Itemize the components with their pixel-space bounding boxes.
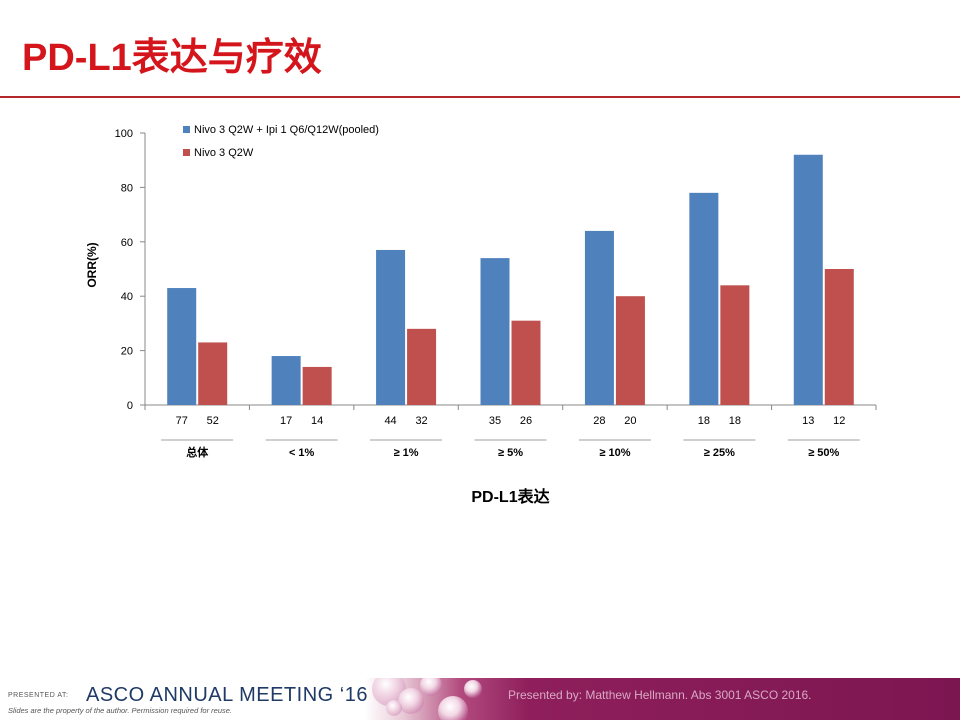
meeting-name: ASCO ANNUAL MEETING ‘16 [86,684,368,706]
slide-title: PD-L1表达与疗效 [22,37,322,79]
bar-mono [824,269,854,405]
category-label: ≥ 5% [498,447,523,459]
title-divider [0,96,960,98]
legend-swatch [183,149,190,156]
decorative-bubble [464,680,482,698]
category-underline [578,439,651,441]
legend-label: Nivo 3 Q2W [194,147,254,159]
patient-count-label: 32 [415,415,427,427]
category-underline [265,439,338,441]
y-tick-label: 20 [121,346,133,358]
bar-combo [480,258,510,405]
legend-swatch [183,126,190,133]
category-underline [370,439,443,441]
bar-mono [302,366,332,405]
category-label: ≥ 50% [808,447,839,459]
category-underline [683,439,756,441]
footer-credit: Presented by: Matthew Hellmann. Abs 3001… [508,688,812,702]
bar-combo [793,154,823,405]
patient-count-label: 20 [624,415,636,427]
patient-count-label: 52 [207,415,219,427]
patient-count-label: 17 [280,415,292,427]
y-tick-label: 80 [121,182,133,194]
category-underline [161,439,234,441]
category-label: ≥ 25% [704,447,735,459]
y-tick-label: 40 [121,291,133,303]
patient-count-label: 35 [489,415,501,427]
bar-combo [167,288,197,405]
bar-combo [271,356,301,405]
patient-count-label: 28 [593,415,605,427]
bar-mono [720,285,750,405]
category-label: ≥ 1% [394,447,419,459]
bar-combo [584,230,614,405]
patient-count-label: 26 [520,415,532,427]
patient-count-label: 18 [729,415,741,427]
category-label: < 1% [289,447,315,459]
patient-count-label: 77 [176,415,188,427]
bar-mono [198,342,228,405]
y-tick-label: 0 [127,400,133,412]
decorative-bubble [420,678,442,696]
category-underline [787,439,860,441]
decorative-bubble [386,700,402,716]
bar-combo [376,249,406,405]
orr-bar-chart: 0 20 40 60 80 100 ORR(%) 77 52 总体 17 14 < 1% 44 32 ≥ 1%… [85,124,877,506]
y-axis-label: ORR(%) [85,242,99,287]
patient-count-label: 13 [802,415,814,427]
footer-banner: PRESENTED AT: ASCO ANNUAL MEETING ‘16 Sl… [0,678,960,720]
bar-mono [511,320,541,405]
x-axis-label: PD-L1表达 [471,487,549,506]
y-tick-label: 100 [115,128,133,140]
bar-mono [407,328,437,405]
patient-count-label: 14 [311,415,323,427]
patient-count-label: 18 [698,415,710,427]
decorative-bubble [438,696,468,720]
footer-disclaimer: Slides are the property of the author. P… [8,706,233,715]
decorative-bubble [398,688,424,714]
legend-label: Nivo 3 Q2W + Ipi 1 Q6/Q12W(pooled) [194,124,379,136]
category-label: ≥ 10% [599,447,630,459]
category-underline [474,439,547,441]
category-label: 总体 [186,445,209,459]
bar-combo [689,192,719,405]
bar-mono [615,296,645,405]
patient-count-label: 44 [384,415,396,427]
patient-count-label: 12 [833,415,845,427]
presented-at-label: PRESENTED AT: [8,692,69,699]
y-tick-label: 60 [121,237,133,249]
